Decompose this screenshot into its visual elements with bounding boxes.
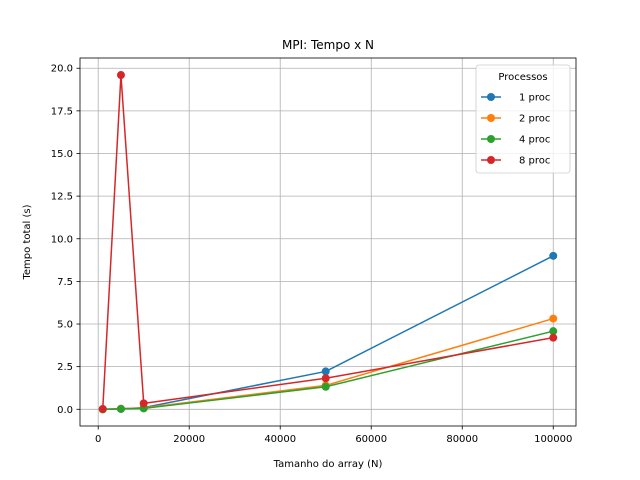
x-axis-label: Tamanho do array (N) xyxy=(273,459,383,470)
data-point xyxy=(321,367,330,376)
series-8-proc xyxy=(98,71,558,413)
legend-label: 1 proc xyxy=(519,93,550,104)
legend-swatch-marker xyxy=(487,135,495,143)
chart-title: MPI: Tempo x N xyxy=(282,38,374,52)
x-tick-label: 0 xyxy=(95,434,101,445)
data-point xyxy=(549,251,558,260)
y-axis-label: Tempo total (s) xyxy=(22,204,33,280)
legend-item-1-proc: 1 proc xyxy=(481,93,550,104)
data-point xyxy=(321,374,330,383)
data-point xyxy=(116,71,125,80)
legend-items: 1 proc 2 proc 4 proc 8 proc xyxy=(481,93,550,167)
y-tick-label: 2.5 xyxy=(57,362,73,373)
legend-label: 4 proc xyxy=(519,135,550,146)
x-tick-label: 80000 xyxy=(446,434,478,445)
legend-item-8-proc: 8 proc xyxy=(481,156,550,167)
y-tick-label: 7.5 xyxy=(57,277,73,288)
data-point xyxy=(321,382,330,391)
legend-label: 8 proc xyxy=(519,156,550,167)
x-tick-label: 100000 xyxy=(534,434,572,445)
y-axis: 0.0 2.5 5.0 7.5 10.0 12.5 15.0 17.5 20.0 xyxy=(51,64,80,416)
data-point xyxy=(116,404,125,413)
series-line-2-proc xyxy=(102,317,554,411)
data-point xyxy=(98,404,107,413)
y-tick-label: 15.0 xyxy=(51,149,73,160)
legend-swatch-marker xyxy=(487,156,495,164)
data-point xyxy=(549,314,558,323)
x-tick-label: 20000 xyxy=(173,434,205,445)
legend-box xyxy=(475,64,571,174)
legend-item-2-proc: 2 proc xyxy=(481,114,550,125)
data-point xyxy=(549,333,558,342)
legend-item-4-proc: 4 proc xyxy=(481,135,550,146)
y-tick-label: 0.0 xyxy=(57,405,73,416)
y-tick-label: 10.0 xyxy=(51,234,73,245)
series-2-proc xyxy=(98,314,558,414)
data-point xyxy=(139,399,148,408)
x-tick-label: 40000 xyxy=(264,434,296,445)
x-axis: 0 20000 40000 60000 80000 100000 xyxy=(95,426,572,445)
legend-swatch-marker xyxy=(487,93,495,101)
y-tick-label: 5.0 xyxy=(57,320,73,331)
x-tick-label: 60000 xyxy=(355,434,387,445)
legend-title: Processos xyxy=(498,72,547,83)
y-tick-label: 17.5 xyxy=(51,106,73,117)
legend-label: 2 proc xyxy=(519,114,550,125)
data-point xyxy=(549,327,558,336)
plot-frame xyxy=(79,57,577,427)
y-tick-label: 12.5 xyxy=(51,192,73,203)
legend: Processos 1 proc 2 proc 4 proc 8 proc xyxy=(475,64,571,174)
y-tick-label: 20.0 xyxy=(51,64,73,75)
series-layer xyxy=(98,71,558,414)
legend-swatch-marker xyxy=(487,114,495,122)
